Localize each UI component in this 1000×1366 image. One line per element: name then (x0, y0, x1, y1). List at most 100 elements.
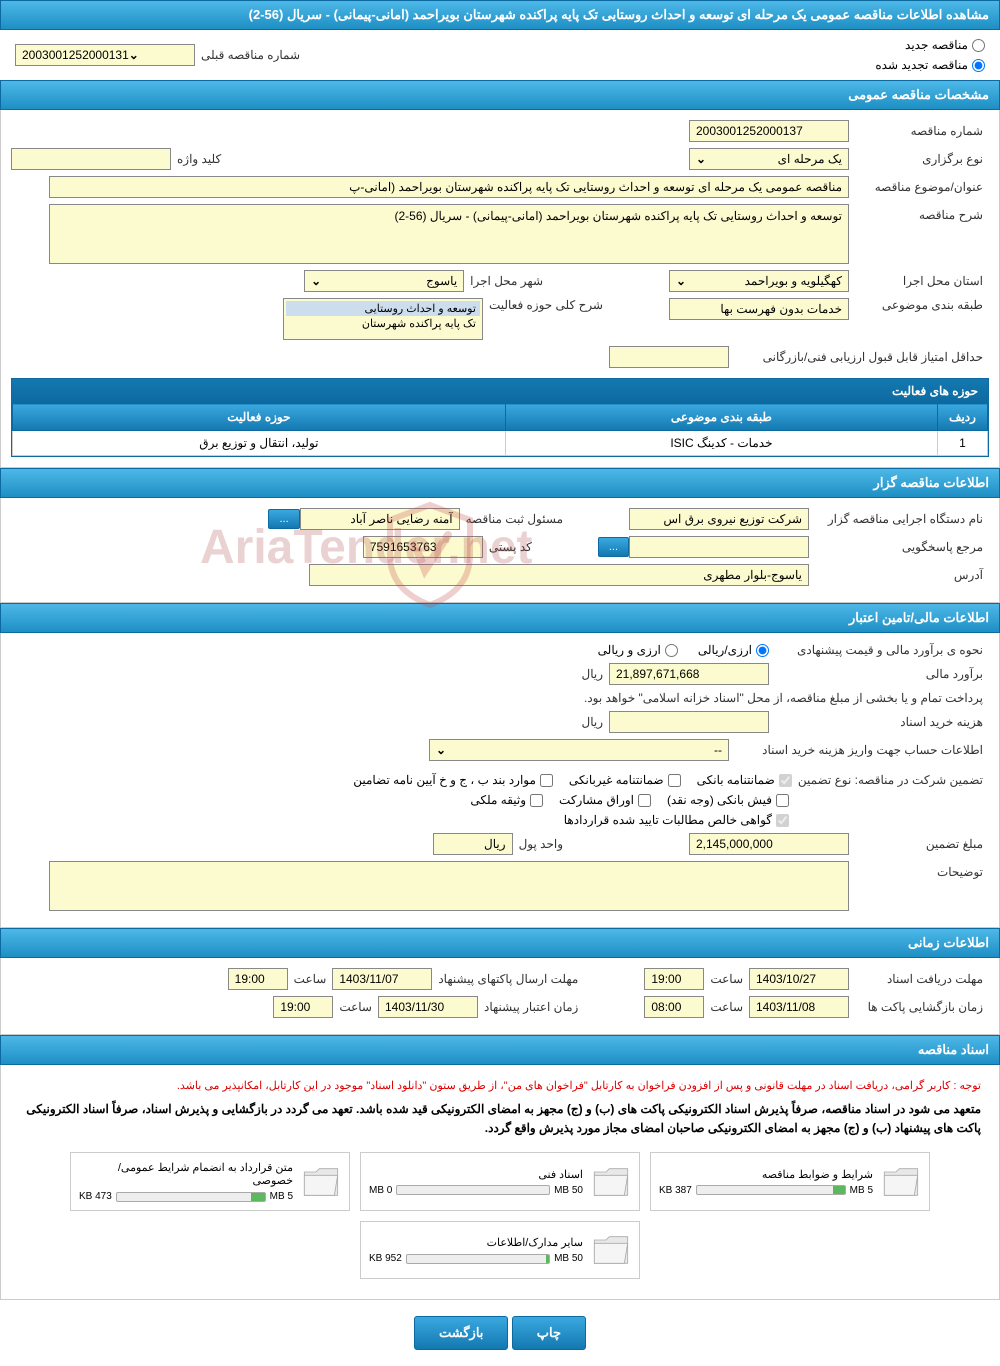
main-note: متعهد می شود در اسناد مناقصه، صرفاً پذیر… (11, 1096, 989, 1142)
activity-col-0: ردیف (938, 404, 988, 431)
org-field: شرکت توزیع نیروی برق اس (629, 508, 809, 530)
estimate-field: 21,897,671,668 (609, 663, 769, 685)
validity-label: زمان اعتبار پیشنهاد (478, 1000, 584, 1014)
table-row: 1خدمات - کدینگ ISICتولید، انتقال و توزیع… (13, 431, 988, 456)
file-name: سایر مدارک/اطلاعات (369, 1236, 583, 1249)
guarantee-header: تضمین شرکت در مناقصه: نوع تضمین (792, 773, 989, 787)
back-button[interactable]: بازگشت (414, 1316, 508, 1350)
tender-no-field: 2003001252000137 (689, 120, 849, 142)
print-button[interactable]: چاپ (512, 1316, 586, 1350)
estimate-currency: ریال (575, 667, 609, 681)
radio-new-tender[interactable]: مناقصه جدید (875, 38, 985, 52)
radio-new-label: مناقصه جدید (905, 38, 968, 52)
chk-cash[interactable]: فیش بانکی (وجه نقد) (667, 793, 789, 807)
doc-deadline-date[interactable]: 1403/10/27 (749, 968, 849, 990)
category-label: طبقه بندی موضوعی (849, 298, 989, 312)
validity-time[interactable]: 19:00 (273, 996, 333, 1018)
file-progress (406, 1254, 550, 1264)
address-field[interactable]: یاسوج-بلوار مطهری (309, 564, 809, 586)
purchase-cost-field[interactable] (609, 711, 769, 733)
activity-table: ردیف طبقه بندی موضوعی حوزه فعالیت 1خدمات… (12, 403, 988, 456)
radio-rial[interactable]: ارزی/ریالی (698, 643, 769, 657)
file-used: 952 KB (369, 1253, 402, 1264)
validity-time-label: ساعت (333, 1000, 378, 1014)
file-box[interactable]: سایر مدارک/اطلاعات 50 MB 952 KB (360, 1221, 640, 1279)
section-financial-header: اطلاعات مالی/تامین اعتبار (0, 603, 1000, 633)
registrar-more-button[interactable]: ... (268, 509, 299, 529)
section-general-header: مشخصات مناقصه عمومی (0, 80, 1000, 110)
file-name: شرایط و ضوابط مناقصه (659, 1168, 873, 1181)
opening-date[interactable]: 1403/11/08 (749, 996, 849, 1018)
section-planner-header: اطلاعات مناقصه گزار (0, 468, 1000, 498)
proposal-time[interactable]: 19:00 (228, 968, 288, 990)
prev-number-value: 2003001252000131 (22, 48, 129, 62)
radio-renewed-input[interactable] (972, 59, 985, 72)
chk-bank[interactable]: ضمانتنامه بانکی (697, 773, 792, 787)
city-dropdown[interactable]: یاسوج (304, 270, 464, 292)
proposal-date[interactable]: 1403/11/07 (332, 968, 432, 990)
file-box[interactable]: اسناد فنی 50 MB 0 MB (360, 1152, 640, 1211)
folder-icon (881, 1162, 921, 1202)
chk-nonbank[interactable]: ضمانتنامه غیربانکی (569, 773, 681, 787)
chk-property[interactable]: وثیقه ملکی (470, 793, 543, 807)
opening-time-label: ساعت (704, 1000, 749, 1014)
account-dropdown[interactable]: -- (429, 739, 729, 761)
radio-renewed-label: مناقصه تجدید شده (875, 58, 968, 72)
keyword-field[interactable] (11, 148, 171, 170)
postal-field: 7591653763 (363, 536, 483, 558)
chk-cases[interactable]: موارد بند ب ، ج و خ آیین نامه تضامین (353, 773, 553, 787)
tender-no-label: شماره مناقصه (849, 124, 989, 138)
file-box[interactable]: شرایط و ضوابط مناقصه 5 MB 387 KB (650, 1152, 930, 1211)
contact-more-button[interactable]: ... (598, 537, 629, 557)
footer-buttons: چاپ بازگشت (0, 1300, 1000, 1366)
prev-number-dropdown[interactable]: 2003001252000131 (15, 44, 195, 66)
contact-label: مرجع پاسخگویی (809, 540, 989, 554)
city-label: شهر محل اجرا (464, 274, 549, 288)
doc-deadline-time-label: ساعت (704, 972, 749, 986)
section-timing-header: اطلاعات زمانی (0, 928, 1000, 958)
tender-type-row: مناقصه جدید مناقصه تجدید شده شماره مناقص… (0, 30, 1000, 80)
proposal-label: مهلت ارسال پاکتهای پیشنهاد (432, 972, 584, 986)
desc-field[interactable]: توسعه و احداث روستایی تک پایه پراکنده شه… (49, 204, 849, 264)
page-title-bar: مشاهده اطلاعات مناقصه عمومی یک مرحله ای … (0, 0, 1000, 30)
subject-field[interactable]: مناقصه عمومی یک مرحله ای توسعه و احداث ر… (49, 176, 849, 198)
purchase-cost-label: هزینه خرید اسناد (769, 715, 989, 729)
section-docs-body: توجه : کاربر گرامی، دریافت اسناد در مهلت… (0, 1065, 1000, 1300)
opening-time[interactable]: 08:00 (644, 996, 704, 1018)
remarks-field[interactable] (49, 861, 849, 911)
file-name: اسناد فنی (369, 1168, 583, 1181)
minscore-label: حداقل امتیاز قابل قبول ارزیابی فنی/بازرگ… (729, 350, 989, 364)
file-box[interactable]: متن قرارداد به انضمام شرایط عمومی/خصوصی … (70, 1152, 350, 1211)
activity-multiselect[interactable]: توسعه و احداث روستایی تک پایه پراکنده شه… (283, 298, 483, 340)
section-financial-body: نحوه ی برآورد مالی و قیمت پیشنهادی ارزی/… (0, 633, 1000, 928)
unit-label: واحد پول (513, 837, 569, 851)
radio-currency[interactable]: ارزی و ریالی (598, 643, 678, 657)
activity-option-0[interactable]: توسعه و احداث روستایی (286, 301, 480, 316)
proposal-time-label: ساعت (288, 972, 333, 986)
province-label: استان محل اجرا (849, 274, 989, 288)
file-name: متن قرارداد به انضمام شرایط عمومی/خصوصی (79, 1161, 293, 1187)
minscore-field[interactable] (609, 346, 729, 368)
postal-label: کد پستی (483, 540, 538, 554)
doc-deadline-time[interactable]: 19:00 (644, 968, 704, 990)
chk-cert[interactable]: گواهی خالص مطالبات تایید شده قراردادها (564, 813, 789, 827)
contact-field[interactable] (629, 536, 809, 558)
activity-col-2: حوزه فعالیت (13, 404, 506, 431)
category-field: خدمات بدون فهرست بها (669, 298, 849, 320)
validity-date[interactable]: 1403/11/30 (378, 996, 478, 1018)
type-dropdown[interactable]: یک مرحله ای (689, 148, 849, 170)
province-dropdown[interactable]: کهگیلویه و بویراحمد (669, 270, 849, 292)
registrar-field: آمنه رضایی ناصر آباد (300, 508, 460, 530)
activity-desc-label: شرح کلی حوزه فعالیت (483, 298, 609, 312)
radio-renewed-tender[interactable]: مناقصه تجدید شده (875, 58, 985, 72)
radio-new-input[interactable] (972, 39, 985, 52)
chk-bonds[interactable]: اوراق مشارکت (559, 793, 651, 807)
method-label: نحوه ی برآورد مالی و قیمت پیشنهادی (769, 643, 989, 657)
section-general-body: شماره مناقصه 2003001252000137 نوع برگزار… (0, 110, 1000, 468)
remarks-label: توضیحات (849, 861, 989, 879)
guarantee-amount-field: 2,145,000,000 (689, 833, 849, 855)
section-planner-body: نام دستگاه اجرایی مناقصه گزار شرکت توزیع… (0, 498, 1000, 603)
activity-option-1[interactable]: تک پایه پراکنده شهرستان (286, 316, 480, 331)
file-used: 387 KB (659, 1185, 692, 1196)
doc-deadline-label: مهلت دریافت اسناد (849, 972, 989, 986)
